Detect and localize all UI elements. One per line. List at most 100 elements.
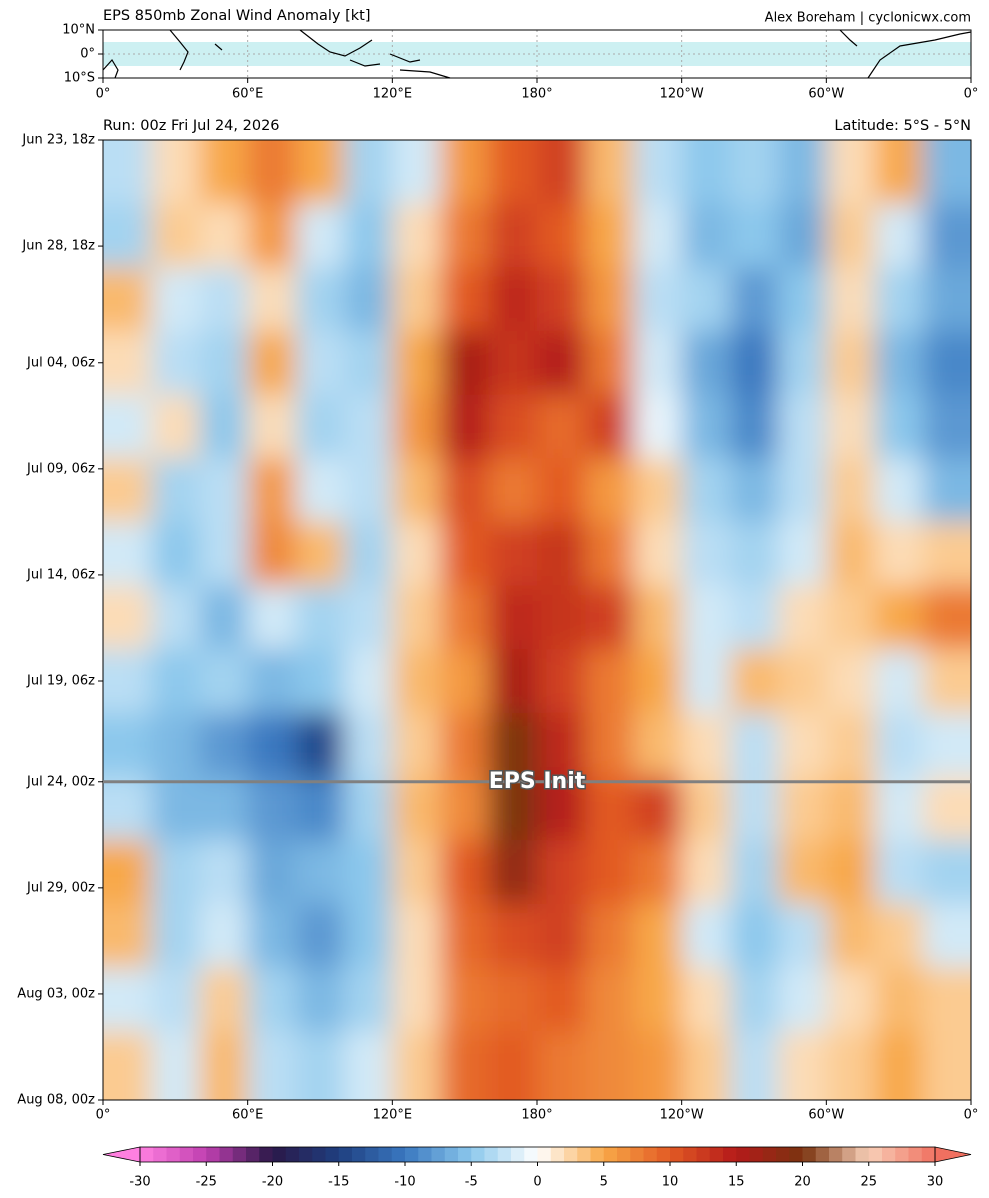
cell [826, 967, 876, 1032]
colorbar-swatch [921, 1147, 936, 1162]
cell [199, 521, 249, 587]
y-tick-label: Jul 09, 06z [26, 461, 95, 476]
cell [922, 649, 971, 714]
cell [392, 712, 442, 777]
cell [440, 267, 490, 332]
colorbar-swatch [471, 1147, 485, 1162]
cell [295, 394, 345, 459]
cell [729, 394, 779, 459]
colorbar-swatch [418, 1147, 432, 1162]
cell [826, 903, 876, 968]
cell [247, 458, 297, 523]
colorbar-swatch [723, 1147, 737, 1162]
cell [151, 458, 200, 523]
colorbar-swatch [299, 1147, 313, 1162]
cell [199, 140, 249, 205]
cell [440, 712, 490, 777]
cell [295, 1031, 345, 1100]
cell [392, 521, 442, 587]
colorbar-swatch [709, 1147, 724, 1162]
cell [103, 330, 152, 396]
cell [440, 903, 490, 968]
cell [585, 776, 634, 841]
cell [151, 267, 200, 332]
chart-title: EPS 850mb Zonal Wind Anomaly [kt] [103, 8, 371, 24]
cell [151, 330, 200, 396]
cell [440, 330, 490, 396]
cell [681, 203, 731, 268]
cell [826, 521, 876, 587]
cell [681, 394, 731, 459]
cell [392, 140, 442, 205]
cell [344, 1031, 393, 1100]
cell [585, 458, 634, 523]
cell [151, 967, 200, 1032]
cell [295, 903, 345, 968]
y-tick-label: Jul 29, 00z [26, 880, 95, 895]
colorbar-swatch [365, 1147, 379, 1162]
coastline [839, 29, 858, 47]
cell [488, 776, 538, 841]
cell [778, 840, 827, 905]
cell [778, 330, 827, 396]
y-tick-label: Jul 04, 06z [26, 355, 95, 370]
cell [874, 712, 924, 777]
cell [826, 458, 876, 523]
cell [633, 1031, 683, 1100]
colorbar-swatch [325, 1147, 340, 1162]
cell [585, 649, 634, 714]
map-y-tick-label: 10°N [62, 23, 95, 38]
cell [103, 649, 152, 714]
map-frame [102, 29, 972, 79]
cell [199, 394, 249, 459]
cell [392, 585, 442, 650]
y-tick-label: Jun 28, 18z [21, 239, 95, 254]
colorbar-swatch [630, 1147, 644, 1162]
colorbar-swatch [696, 1147, 711, 1162]
cell [392, 267, 442, 332]
cell [440, 649, 490, 714]
cell [633, 840, 683, 905]
colorbar-tick-label: -20 [262, 1175, 283, 1190]
cell [681, 585, 731, 650]
cell [392, 649, 442, 714]
cell [488, 712, 538, 777]
cell [247, 1031, 297, 1100]
cell [488, 967, 538, 1032]
cell [537, 585, 586, 650]
cell [440, 967, 490, 1032]
cell [151, 140, 200, 205]
cell [922, 967, 971, 1032]
cell [778, 585, 827, 650]
colorbar-swatch [458, 1147, 472, 1162]
cell [344, 649, 393, 714]
colorbar-tick-label: 20 [794, 1175, 811, 1190]
colorbar-swatch [749, 1147, 764, 1162]
coastline [102, 58, 119, 79]
cell [778, 140, 827, 205]
cell [488, 585, 538, 650]
coastline [349, 59, 381, 67]
cell [585, 203, 634, 268]
cell [488, 840, 538, 905]
cell [681, 776, 731, 841]
cell [199, 903, 249, 968]
cell [295, 203, 345, 268]
cell [103, 521, 152, 587]
colorbar-swatch [829, 1147, 843, 1162]
cell [247, 776, 297, 841]
cell [729, 140, 779, 205]
cell [392, 903, 442, 968]
cell [295, 712, 345, 777]
cell [392, 1031, 442, 1100]
cell [103, 903, 152, 968]
cell [103, 776, 152, 841]
colorbar-swatch [537, 1147, 552, 1162]
cell [778, 1031, 827, 1100]
cell [826, 840, 876, 905]
colorbar-swatch [776, 1147, 790, 1162]
colorbar-swatch [206, 1147, 220, 1162]
cell [295, 649, 345, 714]
cell [295, 267, 345, 332]
cell [199, 712, 249, 777]
